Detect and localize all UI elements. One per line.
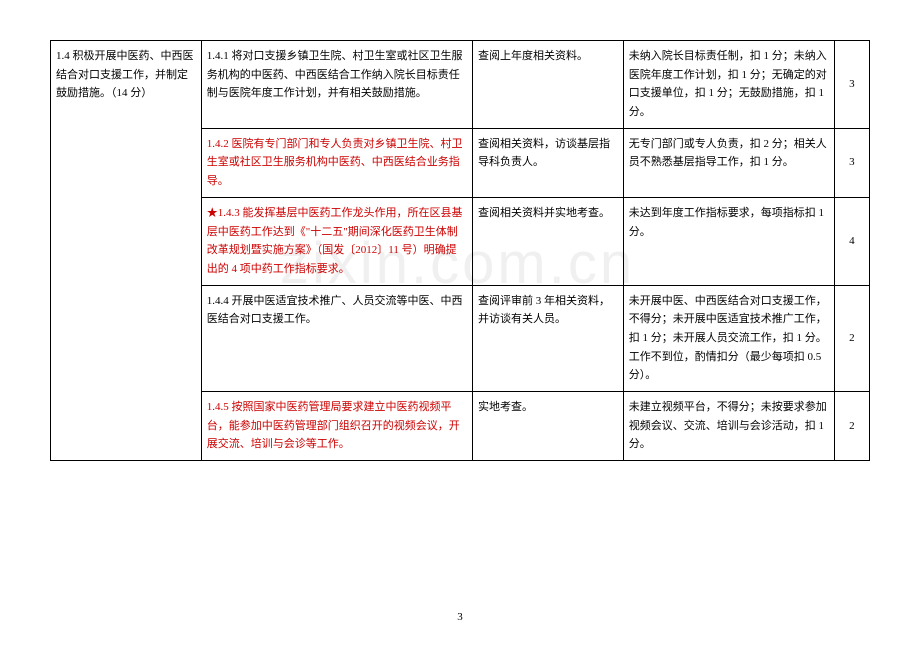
score-value: 2 xyxy=(834,392,869,461)
page-number: 3 xyxy=(457,611,463,623)
review-method: 查阅评审前 3 年相关资料，并访谈有关人员。 xyxy=(473,285,624,391)
score-value: 3 xyxy=(834,128,869,197)
evaluation-table: 1.4 积极开展中医药、中西医结合对口支援工作，并制定鼓励措施。（14 分）1.… xyxy=(50,40,870,461)
scoring-rule: 未达到年度工作指标要求，每项指标扣 1 分。 xyxy=(623,197,834,285)
score-value: 2 xyxy=(834,285,869,391)
criteria-item: ★1.4.3 能发挥基层中医药工作龙头作用，所在区县基层中医药工作达到《"十二五… xyxy=(201,197,472,285)
review-method: 实地考查。 xyxy=(473,392,624,461)
review-method: 查阅上年度相关资料。 xyxy=(473,41,624,129)
score-value: 3 xyxy=(834,41,869,129)
scoring-rule: 无专门部门或专人负责，扣 2 分；相关人员不熟悉基层指导工作，扣 1 分。 xyxy=(623,128,834,197)
scoring-rule: 未开展中医、中西医结合对口支援工作，不得分；未开展中医适宜技术推广工作，扣 1 … xyxy=(623,285,834,391)
table-row: 1.4 积极开展中医药、中西医结合对口支援工作，并制定鼓励措施。（14 分）1.… xyxy=(51,41,870,129)
criteria-item: 1.4.5 按照国家中医药管理局要求建立中医药视频平台，能参加中医药管理部门组织… xyxy=(201,392,472,461)
review-method: 查阅相关资料并实地考查。 xyxy=(473,197,624,285)
scoring-rule: 未纳入院长目标责任制，扣 1 分；未纳入医院年度工作计划，扣 1 分；无确定的对… xyxy=(623,41,834,129)
criteria-category: 1.4 积极开展中医药、中西医结合对口支援工作，并制定鼓励措施。（14 分） xyxy=(51,41,202,461)
criteria-item: 1.4.2 医院有专门部门和专人负责对乡镇卫生院、村卫生室或社区卫生服务机构中医… xyxy=(201,128,472,197)
scoring-rule: 未建立视频平台，不得分；未按要求参加视频会议、交流、培训与会诊活动，扣 1 分。 xyxy=(623,392,834,461)
criteria-item: 1.4.1 将对口支援乡镇卫生院、村卫生室或社区卫生服务机构的中医药、中西医结合… xyxy=(201,41,472,129)
score-value: 4 xyxy=(834,197,869,285)
criteria-item: 1.4.4 开展中医适宜技术推广、人员交流等中医、中西医结合对口支援工作。 xyxy=(201,285,472,391)
review-method: 查阅相关资料，访谈基层指导科负责人。 xyxy=(473,128,624,197)
